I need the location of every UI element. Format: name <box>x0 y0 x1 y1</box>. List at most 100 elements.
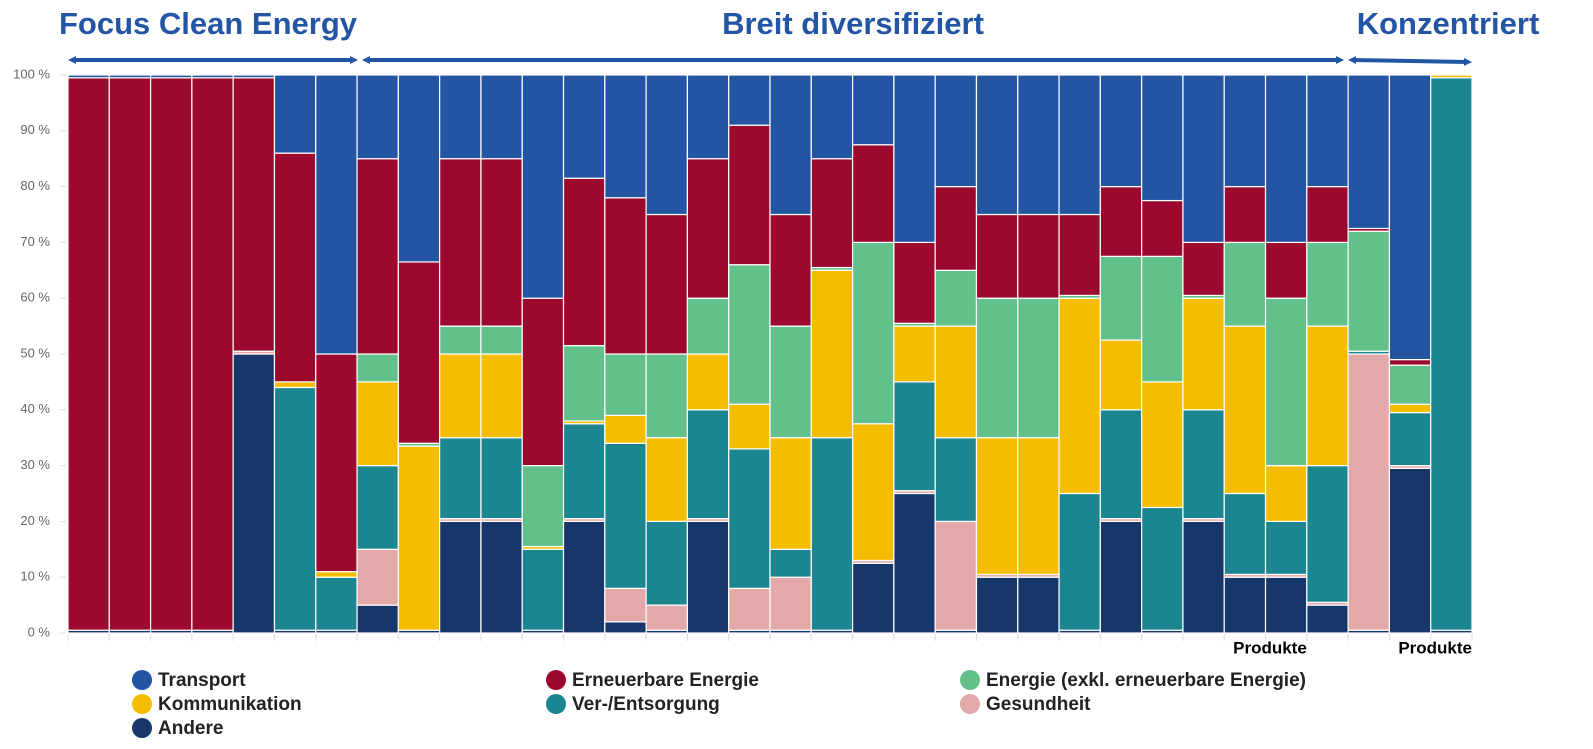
bar-segment <box>728 264 771 405</box>
bar-segment <box>686 353 730 411</box>
bar-segment <box>1141 506 1184 631</box>
bar-segment <box>1099 409 1143 520</box>
y-tick-label: 70 % <box>20 234 50 249</box>
bar-segment <box>1099 74 1143 188</box>
bar-segment <box>645 74 689 216</box>
bar-segment <box>273 386 317 631</box>
bar-segment <box>1347 230 1391 352</box>
bar-segment <box>480 74 523 160</box>
bar-segment <box>645 353 689 439</box>
y-tick-label: 60 % <box>20 290 50 305</box>
bar-segment <box>315 571 358 578</box>
bar-segment <box>604 587 647 623</box>
bar-segment <box>521 548 565 631</box>
bar-segment <box>810 74 854 160</box>
bar-segment <box>562 177 606 347</box>
bar-segment <box>1347 74 1391 230</box>
bar-segment <box>975 74 1019 216</box>
bar-segment <box>645 213 689 355</box>
bar-segment <box>521 465 565 548</box>
bar-segment <box>851 423 895 562</box>
bar-segment <box>1017 297 1060 439</box>
bar-segment <box>356 353 399 383</box>
bar-segment <box>480 158 523 327</box>
bar-segment <box>1141 74 1184 202</box>
legend-label: Erneuerbare Energie <box>572 670 759 691</box>
bar-segment <box>604 353 647 416</box>
bar-segment <box>1058 492 1101 631</box>
legend-swatch <box>546 694 566 714</box>
bar-segment <box>1264 465 1308 523</box>
bar-segment <box>645 520 689 606</box>
bar-segment <box>439 325 482 355</box>
bar-segment <box>934 186 978 271</box>
bar-segment <box>604 414 647 444</box>
bar-segment <box>975 576 1019 634</box>
legend-swatch <box>546 670 566 690</box>
bar-segment <box>1099 339 1143 411</box>
bar-segment <box>1058 297 1101 495</box>
x-tick-label: Produkte <box>1233 638 1307 657</box>
bar-segment <box>1141 199 1184 257</box>
bar-segment <box>1388 364 1432 405</box>
legend-swatch <box>132 694 152 714</box>
bar-segment <box>1017 74 1060 216</box>
bar-segment <box>1388 358 1432 366</box>
bar-segment <box>1306 465 1349 603</box>
bar-segment <box>1223 241 1267 327</box>
bar-segment <box>1058 74 1101 216</box>
bar-segment <box>1182 74 1225 243</box>
bar-segment <box>604 442 647 589</box>
bar-segment <box>728 403 771 450</box>
bar-segment <box>232 77 276 352</box>
y-tick-label: 50 % <box>20 345 50 360</box>
bar-segment <box>149 77 193 631</box>
legend: Transport Erneuerbare Energie Energie (exk… <box>132 670 1306 739</box>
bar-segment <box>356 604 399 634</box>
bar-segment <box>1223 576 1267 634</box>
bar-segment <box>356 548 399 606</box>
bar-segment <box>604 197 647 355</box>
bar-segment <box>273 74 317 154</box>
bar-segment <box>975 213 1019 299</box>
bar-segment <box>851 241 895 425</box>
bar-segment <box>1430 74 1473 79</box>
bar-segment <box>1264 576 1308 634</box>
bar-segment <box>562 520 606 634</box>
bar-segment <box>1306 325 1349 467</box>
legend-swatch <box>132 718 152 738</box>
bar-segment <box>67 74 110 79</box>
legend-label: Energie (exkl. erneuerbare Energie) <box>986 670 1306 691</box>
bar-segment <box>851 144 895 244</box>
bar-segment <box>1388 74 1432 361</box>
bar-segment <box>1264 297 1308 467</box>
bar-segment <box>728 74 771 126</box>
bar-segment <box>1347 353 1391 631</box>
bar-segment <box>1223 325 1267 495</box>
bar-segment <box>769 576 812 631</box>
bar-segment <box>562 345 606 422</box>
bar-segment <box>439 158 482 327</box>
y-tick-label: 20 % <box>20 513 50 528</box>
bar-segment <box>934 437 978 523</box>
bar-segment <box>1058 213 1101 297</box>
bar-segment <box>1306 241 1349 327</box>
annotation: Focus Clean Energy <box>59 6 358 41</box>
legend-swatch <box>132 670 152 690</box>
bar-segment <box>315 74 358 355</box>
bar-segment <box>810 437 854 631</box>
bar-segment <box>356 381 399 467</box>
bar-segment <box>728 587 771 631</box>
bar-segment <box>769 437 812 550</box>
bar-segment <box>893 241 936 324</box>
bar-segment <box>1182 520 1225 634</box>
bar-segment <box>934 74 978 188</box>
bar-segment <box>893 325 936 383</box>
bar-segment <box>851 562 895 634</box>
bar-segment <box>1223 492 1267 576</box>
bar-segment <box>521 297 565 467</box>
bar-segment <box>728 124 771 266</box>
bar-segment <box>315 353 358 573</box>
x-tick-label: Produkte <box>1398 638 1472 657</box>
bar-segment <box>934 520 978 631</box>
